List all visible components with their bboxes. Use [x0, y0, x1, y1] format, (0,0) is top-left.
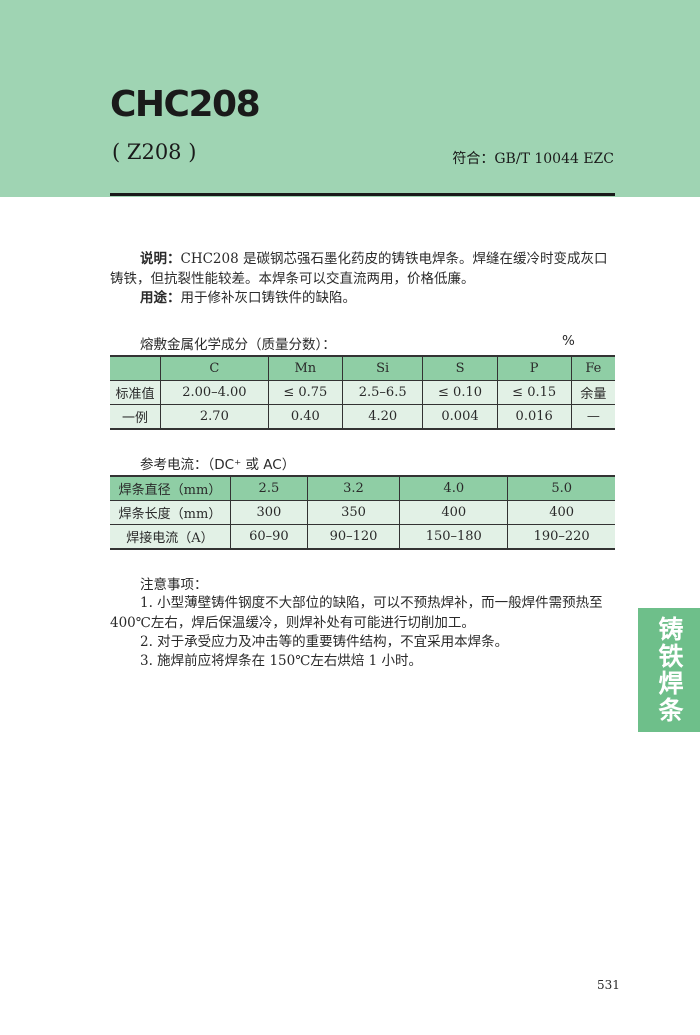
page-number: 531	[597, 978, 620, 992]
note-item: 3. 施焊前应将焊条在 150℃左右烘焙 1 小时。	[140, 653, 423, 669]
table-cell: 焊接电流（A）	[126, 531, 214, 546]
table-cell: —	[570, 404, 615, 429]
table-header-cell: P	[496, 356, 572, 381]
section-tab: 铸铁焊条	[638, 608, 700, 732]
table-cell: 400	[399, 500, 508, 525]
table-header-cell: Si	[341, 356, 423, 381]
table-cell: 余量	[570, 380, 615, 405]
table-cell: 5.0	[507, 476, 615, 501]
table-cell: 一例	[121, 411, 148, 426]
usage-label: 用途：	[140, 290, 181, 306]
standard: 符合：GB/T 10044 EZC	[452, 151, 614, 167]
note-item: 2. 对于承受应力及冲击等的重要铸件结构，不宜采用本焊条。	[140, 634, 509, 650]
table-row: 焊条直径（mm） 2.5 3.2 4.0 5.0	[110, 476, 615, 501]
subtitle: ( Z208 )	[112, 140, 197, 164]
notes-heading: 注意事项：	[140, 577, 208, 593]
note-item: 1. 小型薄壁铸件钢度不大部位的缺陷，可以不预热焊补，而一般焊件需预热至 400…	[110, 595, 603, 631]
table-cell: 4.0	[399, 476, 508, 501]
table-cell: ≤ 0.10	[422, 380, 498, 405]
table-cell: 标准值	[115, 387, 155, 402]
table-header-row: C Mn Si S P Fe	[110, 356, 615, 381]
table-header-cell: S	[422, 356, 498, 381]
table-cell: 400	[507, 500, 615, 525]
table-cell: 2.00–4.00	[160, 380, 269, 405]
description-text: CHC208 是碳钢芯强石墨化药皮的铸铁电焊条。焊缝在缓冷时变成灰口铸铁，但抗裂…	[110, 251, 608, 287]
table-cell: 焊条长度（mm）	[118, 507, 222, 522]
usage-text: 用于修补灰口铸铁件的缺陷。	[180, 290, 357, 306]
composition-heading: 熔敷金属化学成分（质量分数）：	[140, 337, 336, 353]
table-cell: 90–120	[306, 524, 400, 549]
table-cell: 2.70	[160, 404, 269, 429]
page-title: CHC208	[110, 84, 261, 125]
table-cell: 150–180	[399, 524, 508, 549]
table-header-cell: Fe	[570, 356, 615, 381]
current-heading: 参考电流：（DC⁺ 或 AC）	[140, 457, 296, 473]
table-cell: 60–90	[230, 524, 308, 549]
table-cell: 0.004	[422, 404, 498, 429]
table-row: 焊接电流（A） 60–90 90–120 150–180 190–220	[110, 524, 615, 549]
description-label: 说明：	[140, 251, 181, 267]
description: 说明：CHC208 是碳钢芯强石墨化药皮的铸铁电焊条。焊缝在缓冷时变成灰口铸铁，…	[110, 250, 615, 289]
table-header-cell: Mn	[267, 356, 343, 381]
table-row: 焊条长度（mm） 300 350 400 400	[110, 500, 615, 525]
table-header-cell: C	[160, 356, 269, 381]
composition-table: C Mn Si S P Fe 标准值 2.00–4.00 ≤ 0.75 2.5–6.5…	[110, 355, 615, 430]
table-cell: 4.20	[341, 404, 423, 429]
current-table: 焊条直径（mm） 2.5 3.2 4.0 5.0 焊条长度（mm） 300 350 400 40…	[110, 475, 615, 550]
table-cell: 焊条直径（mm）	[118, 483, 222, 498]
table-row: 标准值 2.00–4.00 ≤ 0.75 2.5–6.5 ≤ 0.10 ≤ 0.15 余量	[110, 380, 615, 405]
table-cell: 0.40	[267, 404, 343, 429]
table-cell: ≤ 0.75	[267, 380, 343, 405]
table-cell: 350	[306, 500, 400, 525]
header-band	[0, 0, 700, 197]
divider	[110, 193, 615, 196]
table-cell: 2.5	[230, 476, 308, 501]
table-cell: 2.5–6.5	[341, 380, 423, 405]
usage: 用途：用于修补灰口铸铁件的缺陷。	[110, 289, 615, 309]
table-header-cell	[110, 356, 161, 381]
table-row: 一例 2.70 0.40 4.20 0.004 0.016—	[110, 404, 615, 429]
table-cell: ≤ 0.15	[496, 380, 572, 405]
table-cell: 190–220	[507, 524, 615, 549]
table-cell: 3.2	[306, 476, 400, 501]
table-cell: 300	[230, 500, 308, 525]
composition-unit: %	[562, 333, 575, 349]
table-cell: 0.016	[496, 404, 572, 429]
